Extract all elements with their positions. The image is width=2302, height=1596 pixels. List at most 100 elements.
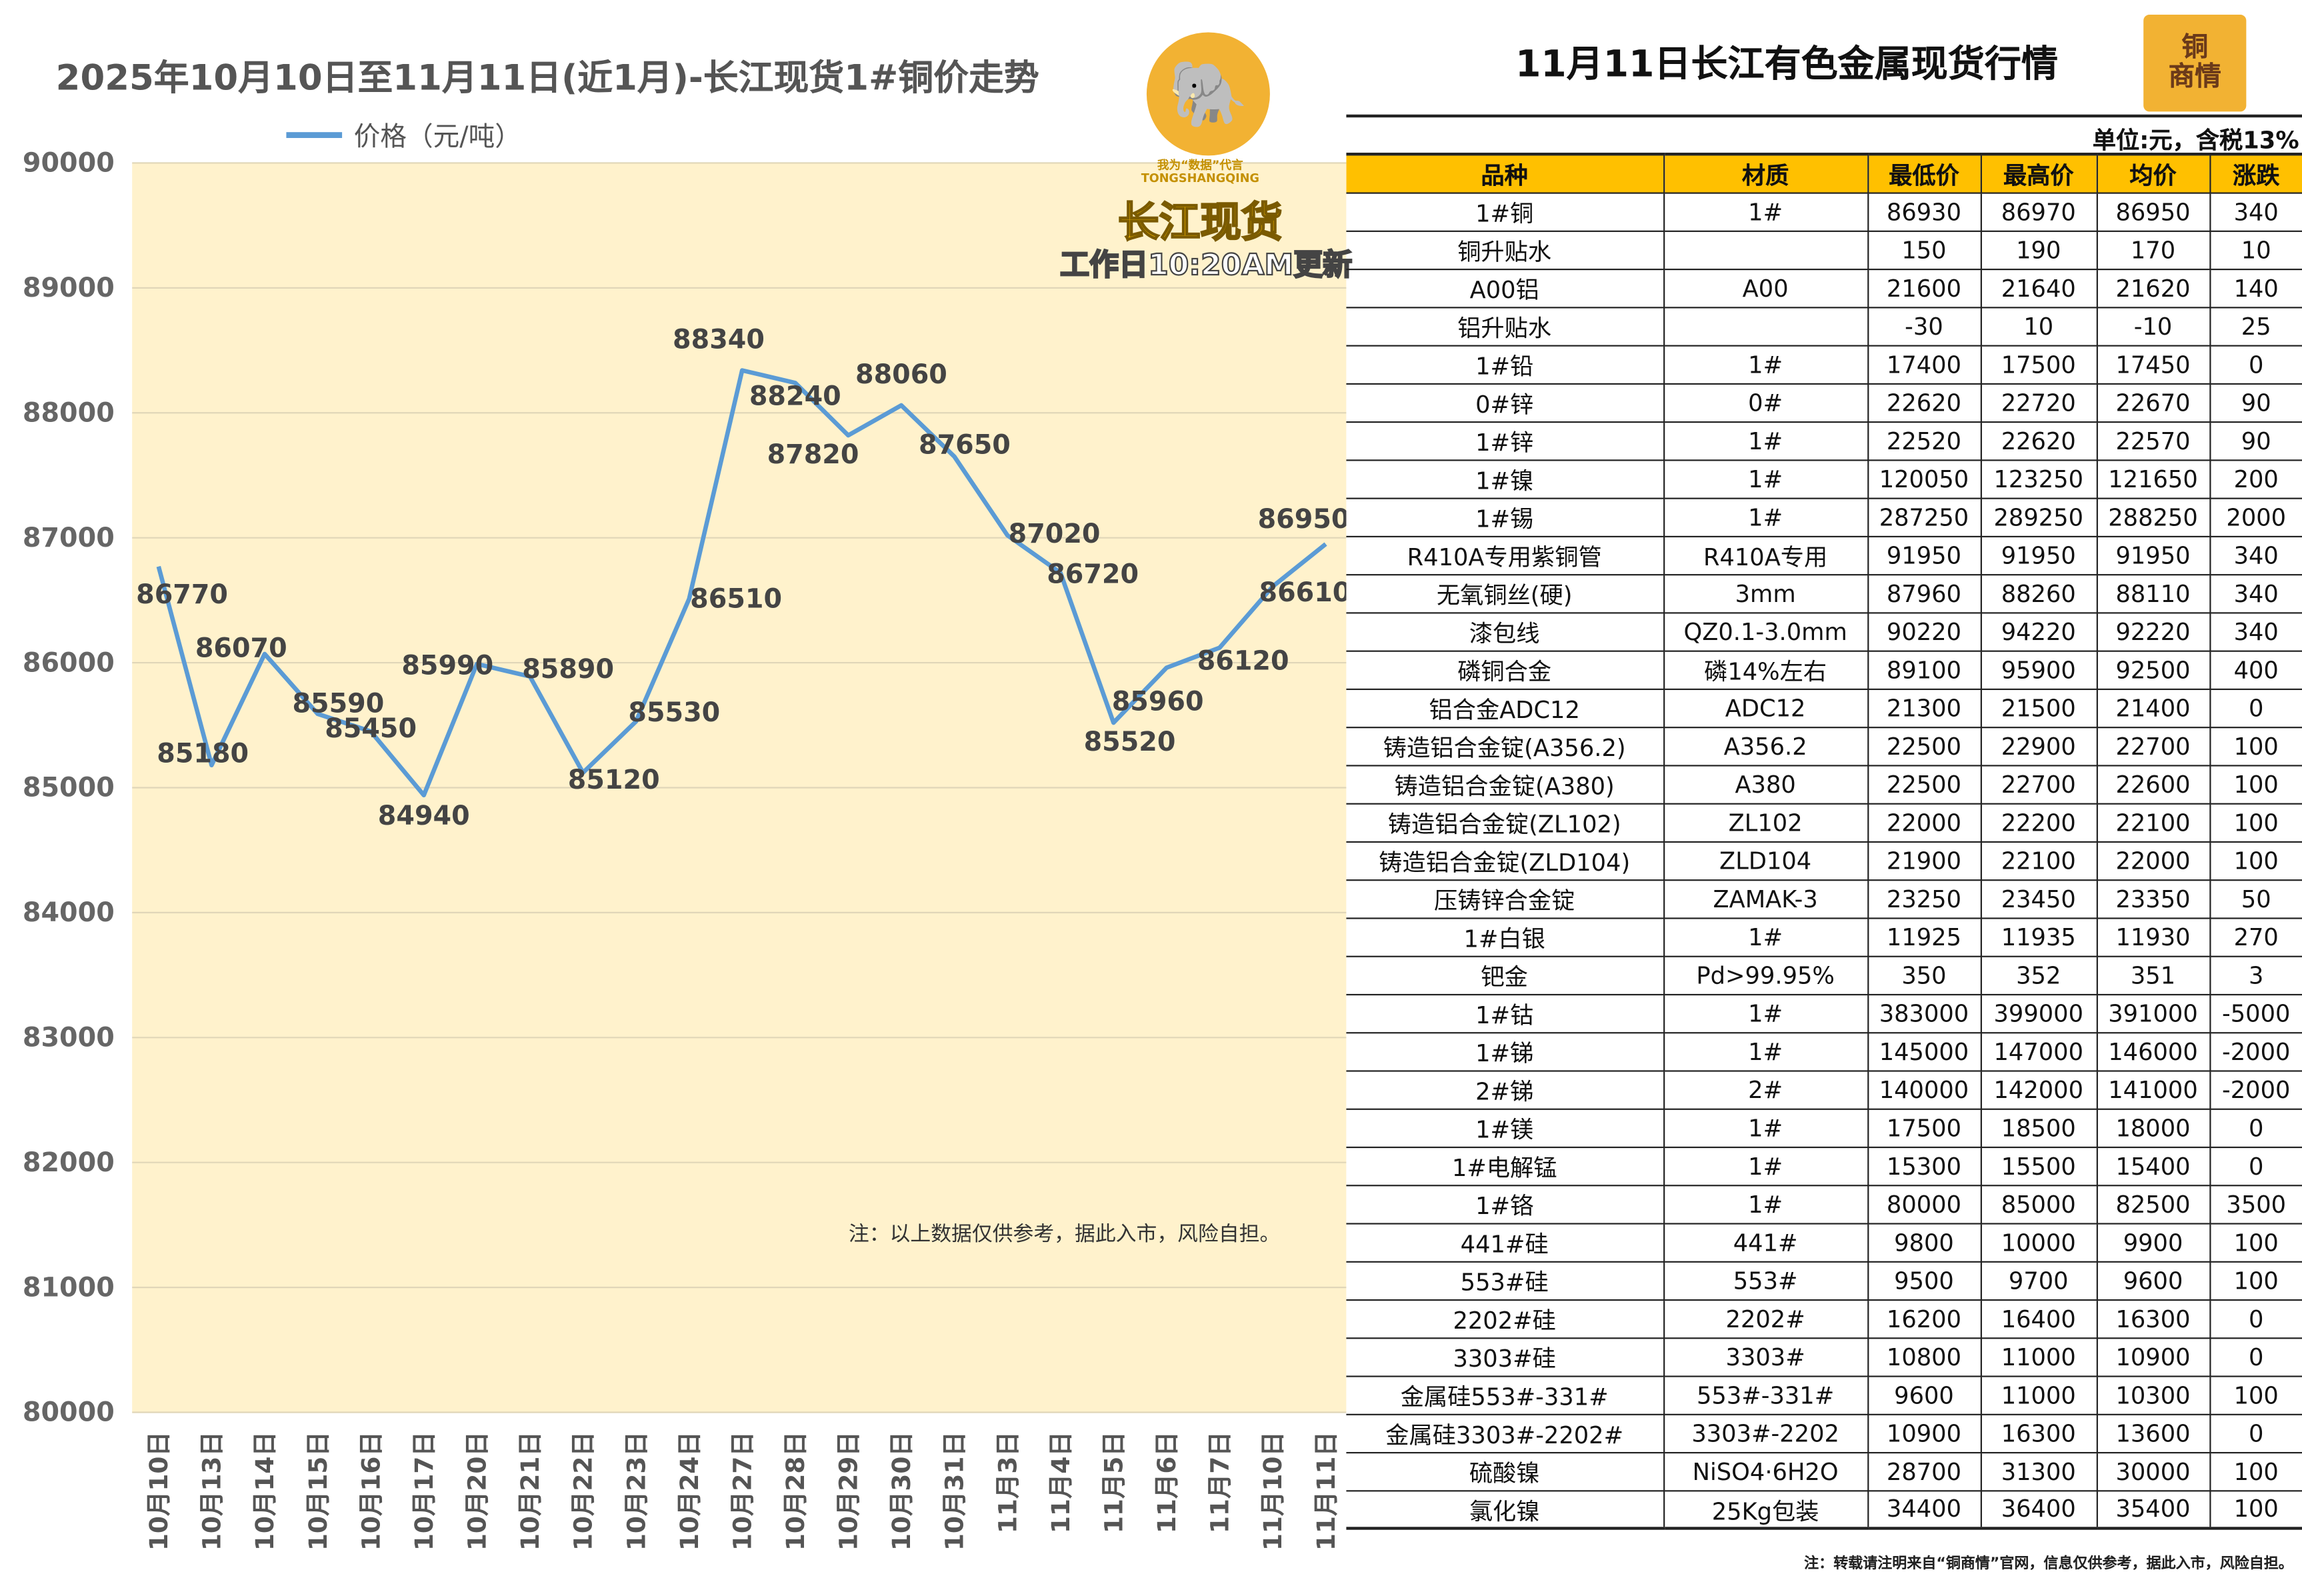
x-tick-label: 10月31日 [940,1431,969,1551]
table-cell [1663,307,1867,345]
y-tick-label: 82000 [23,1147,115,1178]
table-cell: 21400 [2097,689,2210,727]
table-cell: 35400 [2097,1490,2210,1528]
table-cell: 0 [2209,1147,2302,1185]
table-cell: 9700 [1981,1261,2097,1299]
x-tick-label: 11月4日 [1046,1431,1075,1533]
table-cell: 190 [1981,231,2097,269]
table-cell: 1# [1663,192,1867,230]
data-label: 88240 [749,381,841,411]
table-cell: 400 [2209,651,2302,689]
table-cell: 340 [2209,536,2302,574]
x-tick-label: 10月24日 [675,1431,704,1551]
x-tick-label: 10月21日 [515,1431,545,1551]
table-cell: 1#电解锰 [1346,1147,1663,1185]
y-tick-label: 80000 [23,1397,115,1428]
data-label: 87820 [767,439,859,470]
table-cell: 0 [2209,345,2302,383]
table-cell: R410A专用 [1663,536,1867,574]
data-label: 85890 [522,654,614,685]
y-tick-label: 81000 [23,1272,115,1303]
table-cell: 1# [1663,1147,1867,1185]
table-cell: ZL102 [1663,803,1867,841]
x-tick-label: 11月3日 [993,1431,1022,1533]
y-tick-label: 83000 [23,1023,115,1053]
table-cell: 1#锑 [1346,1032,1663,1070]
table-cell: 82500 [2097,1185,2210,1223]
data-label: 87020 [1009,519,1101,549]
table-cell: 铸造铝合金锭(ZL102) [1346,803,1663,841]
table-cell: 22670 [2097,383,2210,421]
table-cell: 金属硅553#-331# [1346,1375,1663,1413]
table-cell: 22720 [1981,383,2097,421]
table-cell: 2202#硅 [1346,1299,1663,1337]
table-cell: 22700 [1981,765,2097,803]
table-cell: 1#锌 [1346,421,1663,459]
table-cell: 170 [2097,231,2210,269]
y-tick-label: 88000 [23,397,115,428]
table-cell: 3303#硅 [1346,1337,1663,1375]
table-cell: 22620 [1867,383,1981,421]
x-tick-label: 10月22日 [569,1431,598,1551]
table-cell: 100 [2209,1223,2302,1261]
data-label: 84940 [378,801,470,831]
table-cell: 21600 [1867,269,1981,307]
table-cell: 441# [1663,1223,1867,1261]
table-cell: 铸造铝合金锭(ZLD104) [1346,841,1663,879]
table-cell: 100 [2209,841,2302,879]
table-cell: Pd>99.95% [1663,956,1867,994]
table-cell: 88110 [2097,574,2210,612]
table-cell: 16400 [1981,1299,2097,1337]
x-tick-label: 11月5日 [1099,1431,1128,1533]
table-cell: 3mm [1663,574,1867,612]
data-label: 86610 [1259,577,1347,608]
x-tick-label: 10月16日 [356,1431,385,1551]
table-cell: 91950 [1981,536,2097,574]
x-tick-label: 10月27日 [727,1431,757,1551]
table-cell: 120050 [1867,459,1981,497]
x-tick-label: 10月29日 [834,1431,863,1551]
table-cell: 1# [1663,459,1867,497]
table-cell: 22200 [1981,803,2097,841]
table-cell: 0# [1663,383,1867,421]
table-cell [1663,231,1867,269]
data-label: 85180 [157,738,249,769]
table-cell: 9800 [1867,1223,1981,1261]
x-tick-label: 11月10日 [1258,1431,1287,1551]
table-cell: 22520 [1867,421,1981,459]
table-cell: -2000 [2209,1070,2302,1108]
table-cell: 100 [2209,803,2302,841]
table-cell: 34400 [1867,1490,1981,1528]
table-cell: 94220 [1981,612,2097,650]
table-cell: 289250 [1981,498,2097,536]
table-cell: 磷14%左右 [1663,651,1867,689]
table-cell: 441#硅 [1346,1223,1663,1261]
table-cell: 10 [2209,231,2302,269]
table-cell: 9500 [1867,1261,1981,1299]
column-header: 最低价 [1867,154,1981,192]
table-cell: 200 [2209,459,2302,497]
table-cell: ZLD104 [1663,841,1867,879]
data-label: 86120 [1197,646,1289,677]
table-cell: 1# [1663,994,1867,1032]
table-cell: 1#铅 [1346,345,1663,383]
table-cell: 22900 [1981,727,2097,765]
column-header: 材质 [1663,154,1867,192]
table-cell: 340 [2209,574,2302,612]
table-cell: 88260 [1981,574,2097,612]
data-label: 88340 [673,325,765,355]
table-cell: 23350 [2097,879,2210,917]
table-cell: 21620 [2097,269,2210,307]
unit-label: 单位:元，含税13% [2093,121,2299,156]
table-cell: 10000 [1981,1223,2097,1261]
table-cell: 80000 [1867,1185,1981,1223]
